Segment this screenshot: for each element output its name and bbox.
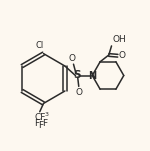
Text: F: F (38, 121, 43, 130)
Text: OH: OH (112, 35, 126, 44)
Text: Cl: Cl (36, 41, 44, 50)
Text: O: O (119, 51, 126, 60)
Text: 3: 3 (44, 112, 48, 117)
Text: S: S (74, 71, 81, 80)
Text: O: O (69, 54, 75, 63)
Text: F: F (34, 119, 39, 128)
Text: N: N (88, 71, 96, 81)
Text: CF: CF (34, 113, 45, 122)
Text: F: F (42, 119, 47, 128)
Text: O: O (76, 88, 82, 97)
